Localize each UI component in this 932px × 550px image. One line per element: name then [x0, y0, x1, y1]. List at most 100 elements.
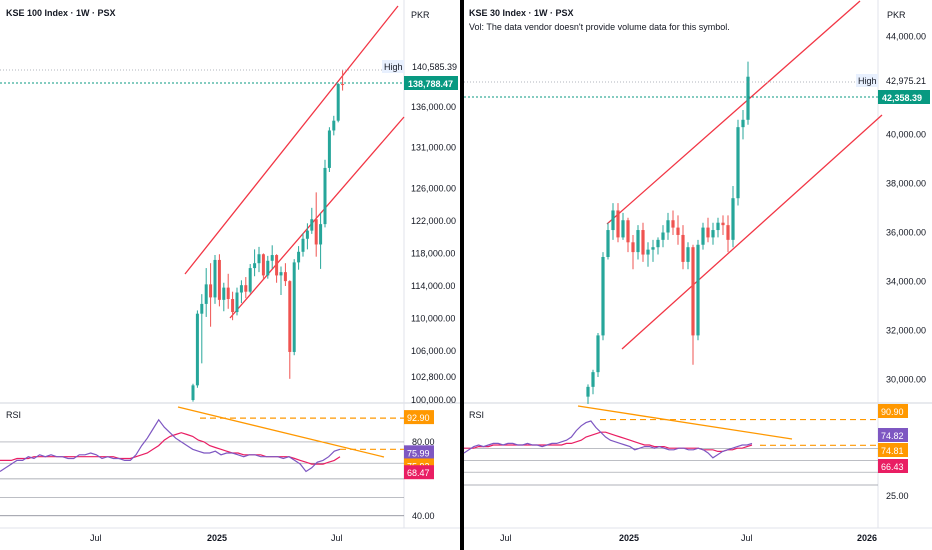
left-candle-body: [204, 284, 208, 304]
left-candle-body: [305, 230, 309, 239]
right-candle-body: [631, 242, 635, 253]
right-candle-body: [746, 76, 750, 120]
left-y-tick: 106,000.00: [411, 346, 456, 356]
right-high-value: 42,975.21: [886, 76, 926, 86]
right-last-price: 42,358.39: [882, 93, 922, 103]
right-rsi-pane: 25.00 90.90 74.82 74.81 66.43: [463, 404, 909, 501]
left-candle-body: [319, 224, 323, 245]
right-candle-body: [676, 227, 680, 235]
left-candle-body: [275, 255, 279, 276]
left-panel-bg: [0, 0, 460, 550]
left-candle-body: [279, 272, 283, 276]
left-price-axis[interactable]: 136,000.00 131,000.00 126,000.00 122,000.00…: [411, 102, 456, 405]
right-candles: [586, 61, 750, 404]
left-rsi-label-bg: [404, 445, 434, 460]
right-channel-lower: [621, 114, 883, 350]
left-chart-panel[interactable]: KSE 100 Index · 1W · PSX PKR 136,000.001…: [0, 0, 460, 550]
right-candle-body: [726, 225, 730, 240]
right-rsi-label: 90.90: [881, 407, 904, 417]
left-high-tag-bg: [382, 60, 404, 73]
right-candle-body: [636, 230, 640, 253]
panel-divider[interactable]: [460, 0, 464, 550]
right-y-tick: 36,000.00: [886, 228, 926, 238]
left-candle-body: [253, 263, 257, 269]
left-candle-body: [288, 281, 292, 352]
left-y-tick: 102,800.00: [411, 372, 456, 382]
right-candle-body: [641, 230, 645, 255]
right-channel-lines: [606, 0, 883, 350]
right-vol-note: Vol: The data vendor doesn't provide vol…: [469, 22, 730, 32]
left-rsi-label-bg: [404, 410, 434, 425]
right-price-axis[interactable]: 44,000.00 40,000.00 38,000.00 36,000.00 34,0…: [886, 32, 926, 385]
right-chart-panel[interactable]: KSE 30 Index · 1W · PSX Vol: The data ve…: [463, 0, 932, 550]
right-y-tick: 30,000.00: [886, 375, 926, 385]
left-candle-body: [336, 84, 340, 121]
left-y-tick: 100,000.00: [411, 395, 456, 405]
left-candle-body: [235, 292, 239, 313]
right-candle-body: [696, 244, 700, 336]
right-candle-body: [611, 210, 615, 231]
left-time-axis[interactable]: Jul 2025 Jul: [90, 533, 343, 543]
right-candle-body: [626, 220, 630, 243]
left-candle-body: [314, 219, 318, 245]
right-candle-body: [656, 239, 660, 248]
left-candle-body: [195, 313, 199, 386]
left-y-tick: 118,000.00: [411, 248, 455, 258]
right-candle-body: [721, 222, 725, 226]
left-y-tick: 126,000.00: [411, 183, 456, 193]
right-candle-body: [701, 227, 705, 245]
right-candle-body: [741, 119, 745, 128]
left-last-price-bg: [404, 76, 458, 90]
left-high-value: 140,585.39: [412, 62, 457, 72]
right-y-tick: 32,000.00: [886, 326, 926, 336]
left-x-tick: Jul: [90, 533, 102, 543]
left-candle-body: [222, 287, 226, 300]
right-rsi-label: 74.82: [881, 431, 904, 441]
left-rsi-label: 75.99: [407, 448, 430, 458]
right-y-tick: 38,000.00: [886, 179, 926, 189]
left-candle-body: [341, 84, 345, 86]
left-candle-body: [200, 303, 204, 314]
left-candle-body: [332, 120, 336, 131]
right-high-tag-bg: [856, 74, 878, 87]
left-last-price: 138,788.47: [408, 79, 453, 89]
right-rsi-label: 74.81: [881, 446, 904, 456]
right-x-tick: Jul: [741, 533, 753, 543]
left-candle-body: [292, 262, 296, 352]
left-x-tick: Jul: [331, 533, 343, 543]
right-candle-body: [686, 247, 690, 262]
left-rsi-label: 92.90: [407, 413, 430, 423]
left-candle-body: [270, 255, 274, 261]
left-y-tick: 136,000.00: [411, 102, 456, 112]
right-time-axis[interactable]: Jul 2025 Jul 2026: [500, 533, 877, 543]
right-candle-body: [716, 222, 720, 231]
right-symbol-title: KSE 30 Index · 1W · PSX: [469, 8, 574, 18]
left-candle-body: [301, 238, 305, 252]
left-high-tag: High: [384, 62, 403, 72]
right-rsi-label-bg: [878, 428, 908, 442]
left-candle-body: [323, 167, 327, 225]
right-channel-upper: [606, 0, 861, 225]
left-candle-body: [191, 385, 195, 400]
right-candle-body: [601, 257, 605, 336]
right-rsi-line: [463, 420, 753, 459]
right-rsi-title: RSI: [469, 410, 484, 420]
right-candle-body: [681, 234, 685, 262]
left-candle-body: [310, 219, 314, 231]
right-y-tick: 44,000.00: [886, 32, 926, 42]
right-rsi-label-bg: [878, 443, 908, 457]
left-candle-body: [209, 284, 213, 298]
right-candle-body: [661, 232, 665, 240]
left-candle-body: [226, 287, 230, 300]
left-candle-body: [239, 285, 243, 293]
right-rsi-trendline: [577, 405, 793, 440]
right-candle-body: [736, 127, 740, 199]
left-candle-body: [244, 285, 248, 292]
left-rsi-label-bg: [404, 465, 434, 480]
right-high-tag: High: [858, 76, 877, 86]
left-candle-body: [248, 268, 252, 292]
left-candle-body: [283, 272, 287, 282]
right-rsi-label-bg: [878, 459, 908, 473]
right-candle-body: [666, 220, 670, 233]
